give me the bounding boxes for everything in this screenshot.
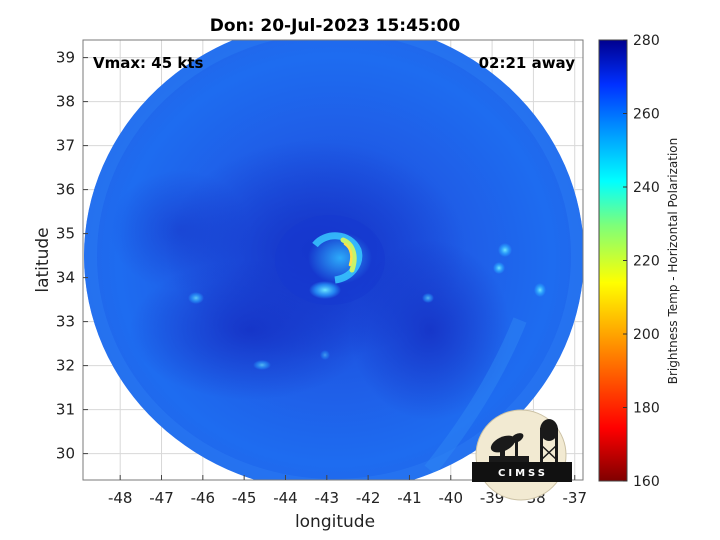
y-axis-label: latitude <box>33 227 53 292</box>
time-away-annotation: 02:21 away <box>479 54 576 72</box>
x-axis-label: longitude <box>295 512 375 532</box>
x-tick-label: -47 <box>149 489 174 507</box>
y-tick-label: 38 <box>56 93 75 111</box>
colorbar-ticks: 160 180 200 220 240 260 280 <box>623 33 660 490</box>
plot-title: Don: 20-Jul-2023 15:45:00 <box>210 16 461 36</box>
colorbar: 160 180 200 220 240 260 280 Brightness Temp - … <box>598 33 680 490</box>
y-tick-label: 33 <box>56 313 75 331</box>
colorbar-label: Brightness Temp - Horizontal Polarizatio… <box>666 138 680 385</box>
x-tick-label: -45 <box>232 489 257 507</box>
colorbar-gradient <box>598 39 628 482</box>
y-tick-label: 37 <box>56 137 75 155</box>
y-tick-label: 36 <box>56 181 75 199</box>
vmax-annotation: Vmax: 45 kts <box>93 54 203 72</box>
x-tick-label: -41 <box>397 489 422 507</box>
x-tick-label: -43 <box>315 489 340 507</box>
colorbar-tick-label: 220 <box>633 254 660 270</box>
x-tick-label: -40 <box>439 489 464 507</box>
y-tick-label: 30 <box>56 445 75 463</box>
x-tick-label: -48 <box>108 489 133 507</box>
y-tick-label: 39 <box>56 49 75 67</box>
colorbar-tick-label: 240 <box>633 180 660 196</box>
warm-core-feature <box>340 237 357 273</box>
y-tick-label: 34 <box>56 269 75 287</box>
colorbar-tick-label: 160 <box>633 474 660 490</box>
y-axis-ticks: 30 31 32 33 34 35 36 37 38 39 <box>56 49 88 463</box>
y-tick-label: 35 <box>56 225 75 243</box>
cimss-logo: CIMSS <box>472 409 572 501</box>
x-tick-label: -44 <box>273 489 298 507</box>
colorbar-tick-label: 280 <box>633 33 660 49</box>
colorbar-tick-label: 200 <box>633 327 660 343</box>
colorbar-tick-label: 180 <box>633 401 660 417</box>
y-tick-label: 32 <box>56 357 75 375</box>
x-tick-label: -46 <box>191 489 216 507</box>
microwave-swath <box>84 40 583 480</box>
colorbar-tick-label: 260 <box>633 107 660 123</box>
cimss-logo-text: CIMSS <box>498 468 548 479</box>
x-axis-ticks: -48-47-46-45-44-43-42-41-40-39-38-37 <box>108 475 587 507</box>
x-tick-label: -42 <box>356 489 381 507</box>
y-tick-label: 31 <box>56 401 75 419</box>
x-tick-label: -37 <box>562 489 587 507</box>
